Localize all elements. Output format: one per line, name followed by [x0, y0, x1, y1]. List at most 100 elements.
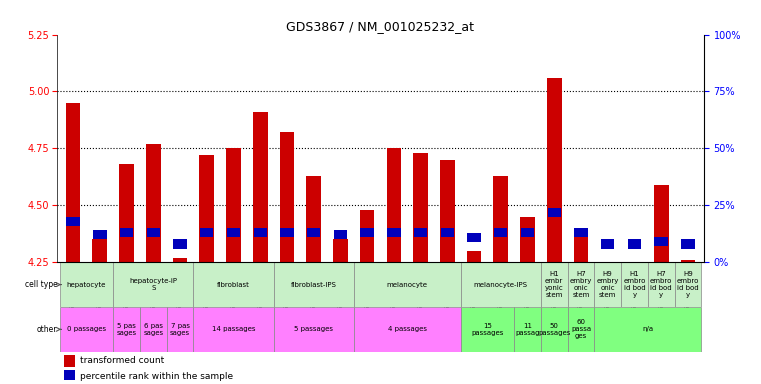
Bar [193, 307, 274, 352]
Bar [360, 210, 374, 262]
Text: fibroblast: fibroblast [217, 281, 250, 288]
Bar [307, 228, 320, 237]
Bar [274, 262, 354, 307]
Bar [361, 228, 374, 237]
Bar [93, 240, 107, 262]
Bar [174, 240, 186, 248]
Text: 11
passag: 11 passag [515, 323, 540, 336]
Bar [493, 176, 508, 262]
Bar [60, 262, 113, 307]
Bar [354, 262, 460, 307]
Bar [387, 148, 401, 262]
Bar [521, 228, 534, 237]
Text: H9
embry
onic
stem: H9 embry onic stem [597, 271, 619, 298]
Bar [333, 240, 348, 262]
Bar [547, 78, 562, 262]
Bar [460, 262, 541, 307]
Bar [140, 307, 167, 352]
Text: n/a: n/a [642, 326, 654, 332]
Bar [601, 240, 614, 248]
Bar [654, 185, 668, 262]
Text: hepatocyte: hepatocyte [67, 281, 107, 288]
Bar [226, 148, 240, 262]
Bar [460, 307, 514, 352]
Bar [440, 160, 454, 262]
Bar [147, 228, 160, 237]
Bar [514, 307, 541, 352]
Text: other: other [37, 325, 58, 334]
Bar [113, 307, 140, 352]
Bar [654, 237, 668, 246]
Bar [307, 176, 321, 262]
Bar [680, 260, 696, 262]
Bar [494, 228, 508, 237]
Bar [568, 307, 594, 352]
Bar [274, 307, 354, 352]
Bar [253, 112, 268, 262]
Text: H1
embro
id bod
y: H1 embro id bod y [623, 271, 645, 298]
Text: H7
embro
id bod
y: H7 embro id bod y [650, 271, 673, 298]
Bar [113, 262, 193, 307]
Bar [334, 230, 347, 240]
Text: melanocyte-IPS: melanocyte-IPS [474, 281, 528, 288]
Bar [193, 262, 274, 307]
Bar [541, 262, 568, 307]
Text: 50
passages: 50 passages [538, 323, 571, 336]
Bar [413, 153, 428, 262]
Text: H7
embry
onic
stem: H7 embry onic stem [570, 271, 592, 298]
Text: H9
embro
id bod
y: H9 embro id bod y [677, 271, 699, 298]
Bar [63, 370, 75, 383]
Bar [681, 240, 695, 248]
Bar [280, 228, 294, 237]
Bar [65, 103, 81, 262]
Bar [648, 262, 674, 307]
Bar [548, 208, 561, 217]
Text: fibroblast-IPS: fibroblast-IPS [291, 281, 336, 288]
Bar [466, 251, 482, 262]
Text: transformed count: transformed count [80, 356, 164, 365]
Bar [120, 228, 133, 237]
Bar [574, 237, 588, 262]
Text: percentile rank within the sample: percentile rank within the sample [80, 372, 233, 381]
Bar [594, 262, 621, 307]
Text: hepatocyte-iP
S: hepatocyte-iP S [129, 278, 177, 291]
Bar [387, 228, 400, 237]
Bar [60, 307, 113, 352]
Bar [167, 307, 193, 352]
Bar [441, 228, 454, 237]
Bar [253, 228, 267, 237]
Bar [199, 155, 214, 262]
Bar [594, 307, 701, 352]
Bar [521, 217, 535, 262]
Bar [628, 240, 641, 248]
Text: 0 passages: 0 passages [67, 326, 106, 332]
Text: 7 pas
sages: 7 pas sages [170, 323, 190, 336]
Bar [173, 258, 187, 262]
Text: H1
embr
yonic
stem: H1 embr yonic stem [545, 271, 564, 298]
Bar [279, 132, 295, 262]
Text: 60
passa
ges: 60 passa ges [571, 319, 591, 339]
Bar [66, 217, 80, 226]
Bar [119, 164, 134, 262]
Bar [63, 354, 75, 367]
Bar [200, 228, 213, 237]
Bar [93, 230, 107, 240]
Bar [575, 228, 587, 237]
Bar [146, 144, 161, 262]
Text: 14 passages: 14 passages [212, 326, 255, 332]
Text: 6 pas
sages: 6 pas sages [143, 323, 164, 336]
Text: melanocyte: melanocyte [387, 281, 428, 288]
Bar [467, 233, 481, 242]
Bar [227, 228, 240, 237]
Bar [568, 262, 594, 307]
Bar [674, 262, 701, 307]
Bar [600, 262, 615, 278]
Title: GDS3867 / NM_001025232_at: GDS3867 / NM_001025232_at [286, 20, 475, 33]
Text: 5 passages: 5 passages [295, 326, 333, 332]
Bar [541, 307, 568, 352]
Bar [354, 307, 460, 352]
Text: 15
passages: 15 passages [471, 323, 504, 336]
Bar [414, 228, 427, 237]
Text: cell type: cell type [25, 280, 58, 289]
Bar [621, 262, 648, 307]
